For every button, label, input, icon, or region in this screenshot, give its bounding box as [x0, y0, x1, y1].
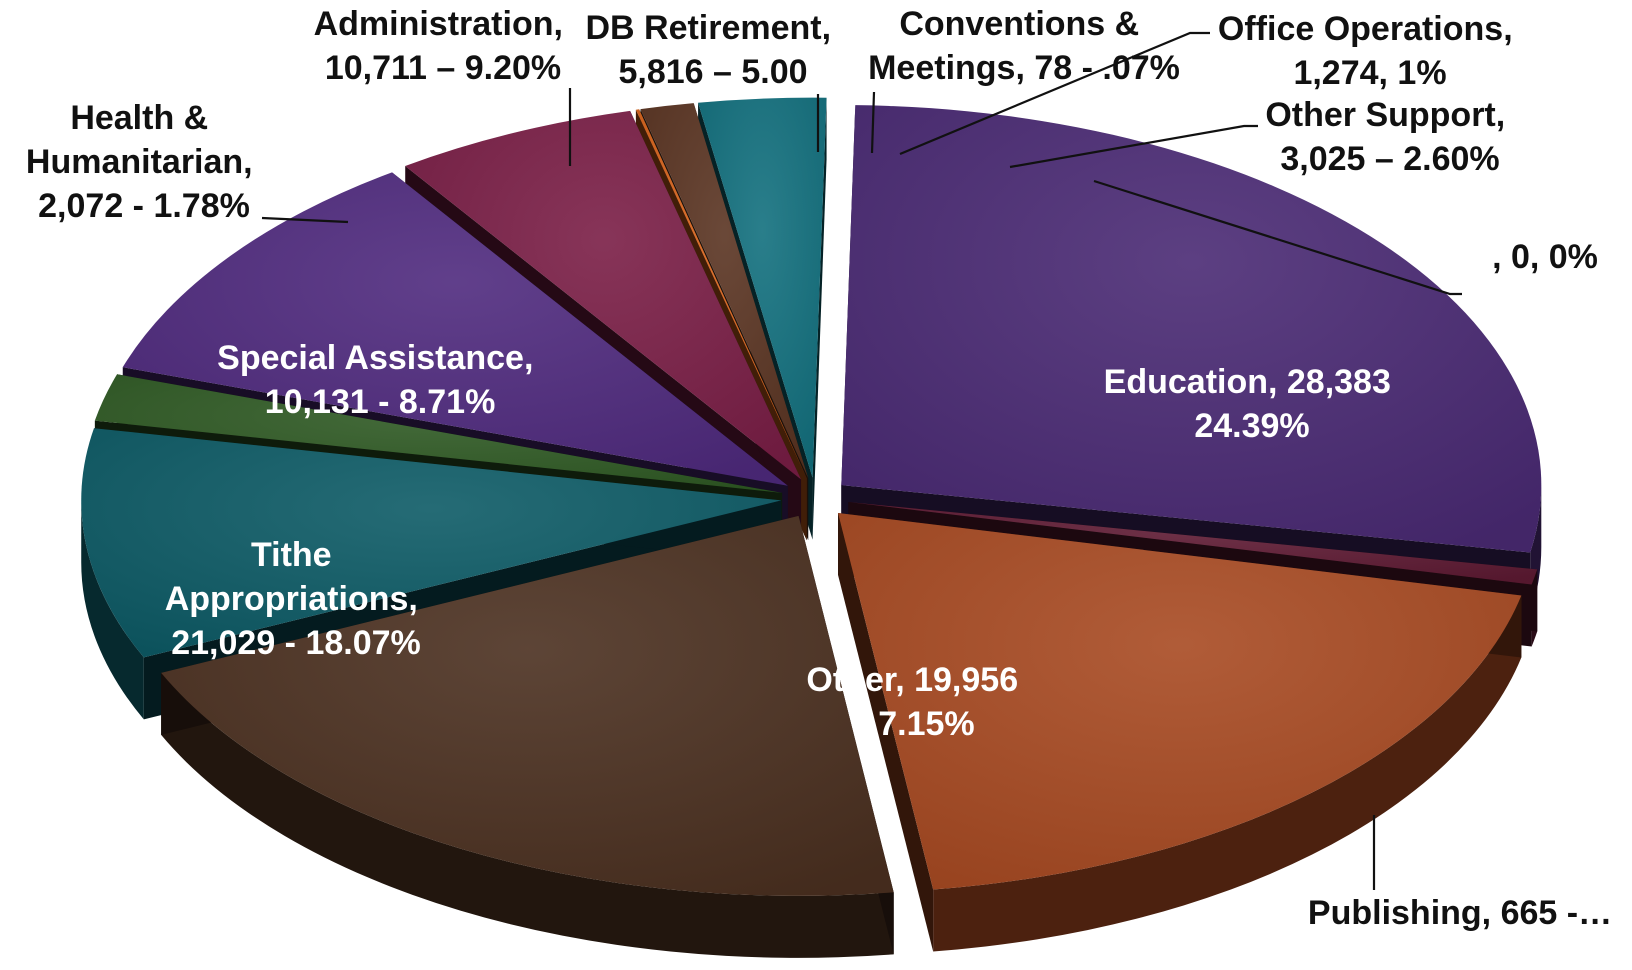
- pie-slices: [81, 97, 1542, 958]
- pie-slice-side-other: [933, 595, 1522, 952]
- label-other-support: Other Support, 3,025 – 2.60%: [1265, 96, 1514, 178]
- pie-slice-wall-other-support-1: [812, 97, 827, 540]
- pie-slice-education: [841, 105, 1542, 615]
- leader-line-office-operations: [899, 31, 1210, 156]
- pie-slice-tithe-appropriations: [161, 515, 894, 958]
- pie-slice-side-tithe-appropriations: [161, 672, 894, 958]
- leader-lines: [261, 31, 1462, 890]
- label-other: Other, 19,956 17.15%: [806, 661, 1027, 743]
- label-special-assistance: Special Assistance, 10,131 - 8.71%: [217, 339, 543, 421]
- label-health-humanitarian: Health & Humanitarian, 2,072 - 1.78%: [26, 99, 262, 225]
- pie-slice-sheen-education: [841, 105, 1542, 553]
- pie-slice-sheen-office-operations: [640, 103, 809, 479]
- pie-slice-side-special-assistance: [81, 500, 144, 720]
- leader-line-other-support: [1009, 124, 1258, 169]
- label-publishing: Publishing, 665 -…: [1308, 894, 1612, 932]
- pie-slice-sheen-administration: [122, 172, 788, 486]
- pie-slice-sheen-health-and-humanitarian: [94, 374, 783, 493]
- leader-line-health: [261, 216, 349, 224]
- pie-slice-sheen-db-retirement: [405, 110, 802, 480]
- leader-line-zero: [1093, 179, 1462, 296]
- pie-slice-sheen-other: [838, 513, 1522, 890]
- label-office-operations: Office Operations, 1,274, 1%: [1218, 10, 1522, 92]
- pie-slice-sheen-conventions-and-meetings: [635, 109, 807, 479]
- slice-labels: Administration, 10,711 – 9.20% DB Retire…: [26, 5, 1612, 932]
- leader-line-conventions: [870, 91, 876, 154]
- pie-slice-sheen-special-assistance: [81, 428, 782, 658]
- pie-slice-sheen-tithe-appropriations: [161, 515, 894, 896]
- pie-slice-wall-other-1: [838, 513, 934, 952]
- label-conventions: Conventions & Meetings, 78 - .07%: [868, 5, 1180, 87]
- label-zero-slice: , 0, 0%: [1492, 238, 1598, 276]
- pie-slice-sheen-publishing: [848, 502, 1538, 585]
- label-tithe-appropriations: Tithe Appropriations, 21,029 - 18.07%: [165, 536, 428, 662]
- label-education: Education, 28,383 24.39%: [1104, 363, 1401, 445]
- label-administration: Administration, 10,711 – 9.20%: [314, 5, 573, 87]
- pie-slice-other: [838, 513, 1522, 952]
- label-db-retirement: DB Retirement, 5,816 – 5.00: [585, 9, 840, 91]
- pie-slice-sheen-other-support: [698, 97, 827, 478]
